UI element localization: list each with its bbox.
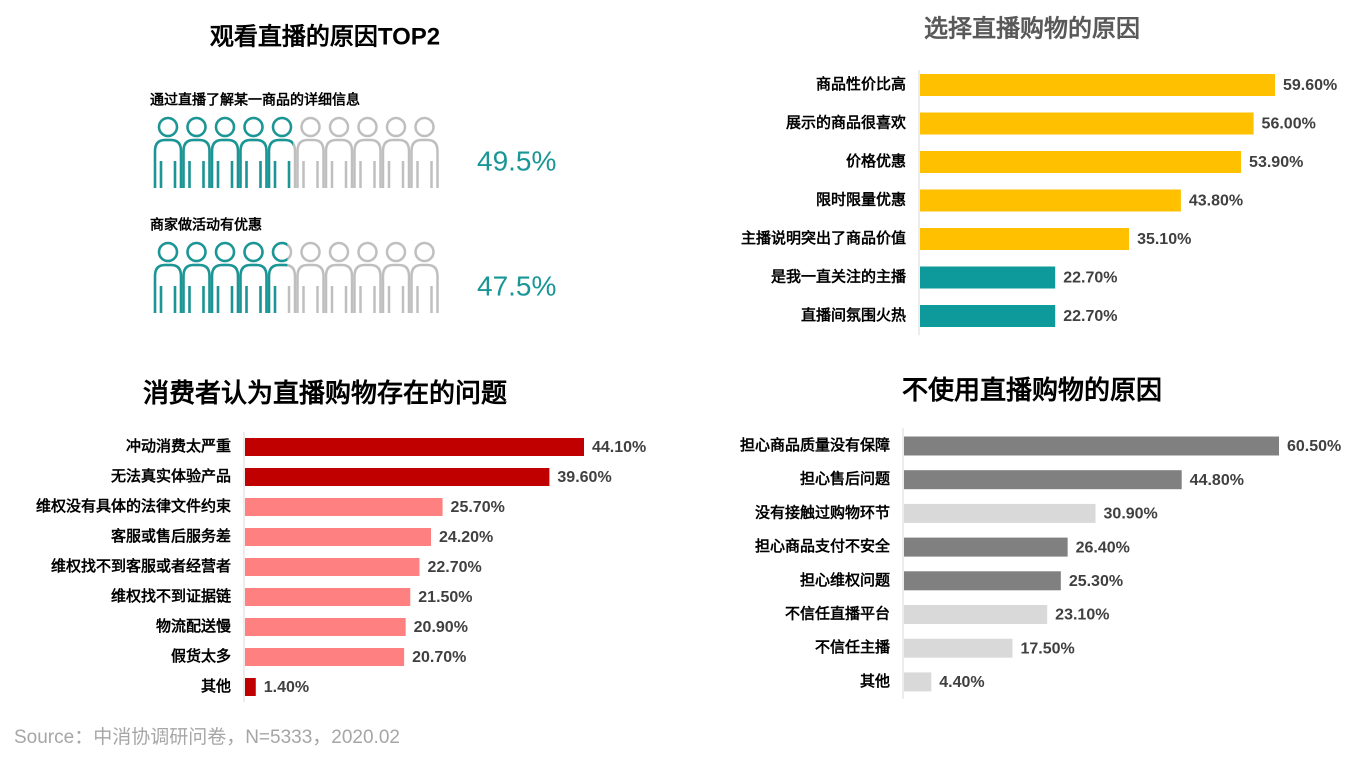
bar	[245, 678, 256, 696]
icons-filled	[153, 241, 288, 313]
value-label: 30.90%	[1104, 506, 1158, 523]
category-label: 通过直播了解某一商品的详细信息	[150, 92, 360, 108]
value-label: 1.40%	[264, 679, 309, 696]
bar	[245, 558, 420, 576]
bar	[245, 648, 405, 666]
value-label: 4.40%	[939, 674, 984, 691]
value-label: 35.10%	[1137, 231, 1191, 248]
icons-empty	[153, 116, 439, 188]
value-label: 25.30%	[1069, 573, 1123, 590]
category-label: 担心维权问题	[800, 571, 891, 589]
value-label: 17.50%	[1020, 640, 1074, 657]
category-label: 其他	[201, 677, 231, 695]
chart-title: 选择直播购物的原因	[924, 14, 1140, 42]
category-label: 无法真实体验产品	[110, 467, 231, 485]
bar	[245, 438, 584, 456]
category-label: 没有接触过购物环节	[755, 503, 890, 521]
category-label: 限时限量优惠	[816, 190, 906, 208]
category-label: 直播间氛围火热	[801, 306, 906, 324]
value-label: 24.20%	[439, 529, 493, 546]
bar	[920, 228, 1130, 250]
category-label: 商品性价比高	[816, 75, 906, 93]
bar	[245, 498, 443, 516]
bar	[904, 503, 1096, 523]
category-label: 价格优惠	[846, 152, 906, 170]
value-label: 25.70%	[451, 499, 505, 516]
value-label: 56.00%	[1262, 116, 1316, 133]
category-label: 不信任主播	[815, 638, 891, 656]
value-label: 43.80%	[1189, 193, 1243, 210]
bar	[904, 571, 1061, 591]
bar	[904, 470, 1182, 490]
category-label: 展示的商品很喜欢	[786, 113, 907, 131]
value-label: 60.50%	[1287, 438, 1341, 455]
icons-empty	[153, 241, 439, 313]
value-label: 44.80%	[1190, 472, 1244, 489]
category-label: 客服或售后服务差	[110, 527, 231, 545]
bar	[245, 528, 432, 546]
icons-filled	[153, 116, 294, 188]
category-label: 不信任直播平台	[785, 604, 890, 622]
category-label: 其他	[860, 672, 890, 690]
bar	[904, 537, 1068, 557]
value-label: 20.70%	[412, 649, 466, 666]
bar	[920, 151, 1242, 173]
value-label: 22.70%	[1063, 270, 1117, 287]
value-label: 44.10%	[592, 439, 646, 456]
category-label: 担心商品支付不安全	[755, 537, 891, 555]
bar	[920, 74, 1275, 96]
category-label: 商家做活动有优惠	[150, 217, 262, 233]
value-label: 20.90%	[414, 619, 468, 636]
bar	[920, 305, 1056, 327]
category-label: 冲动消费太严重	[126, 437, 231, 455]
bar	[920, 266, 1056, 289]
value-label: 22.70%	[1063, 308, 1117, 325]
bar	[245, 588, 411, 606]
value-label: 39.60%	[557, 469, 611, 486]
bar	[920, 189, 1181, 212]
bar	[904, 605, 1048, 624]
value-label: 47.5%	[477, 270, 556, 301]
bar	[245, 468, 550, 486]
category-label: 维权找不到证据链	[111, 587, 232, 605]
chart-title: 消费者认为直播购物存在的问题	[143, 378, 507, 408]
category-label: 物流配送慢	[156, 617, 232, 635]
category-label: 主播说明突出了商品价值	[741, 229, 906, 247]
bar	[904, 638, 1013, 658]
value-label: 21.50%	[418, 589, 472, 606]
chart-title: 不使用直播购物的原因	[902, 375, 1162, 405]
value-label: 59.60%	[1283, 77, 1337, 94]
value-label: 23.10%	[1055, 607, 1109, 624]
value-label: 22.70%	[427, 559, 481, 576]
bar	[245, 618, 406, 636]
category-label: 维权找不到客服或者经营者	[51, 557, 231, 575]
bar	[904, 672, 932, 692]
category-label: 是我一直关注的主播	[770, 267, 907, 285]
value-label: 53.90%	[1249, 154, 1303, 171]
category-label: 担心商品质量没有保障	[740, 436, 890, 454]
value-label: 49.5%	[477, 145, 556, 176]
category-label: 维权没有具体的法律文件约束	[36, 497, 232, 515]
chart-title: 观看直播的原因TOP2	[210, 22, 440, 50]
bar	[920, 112, 1254, 135]
category-label: 担心售后问题	[800, 470, 891, 488]
category-label: 假货太多	[171, 647, 231, 665]
value-label: 26.40%	[1076, 539, 1130, 556]
source: Source：中消协调研问卷，N=5333，2020.02	[14, 726, 400, 748]
bar	[904, 436, 1279, 456]
